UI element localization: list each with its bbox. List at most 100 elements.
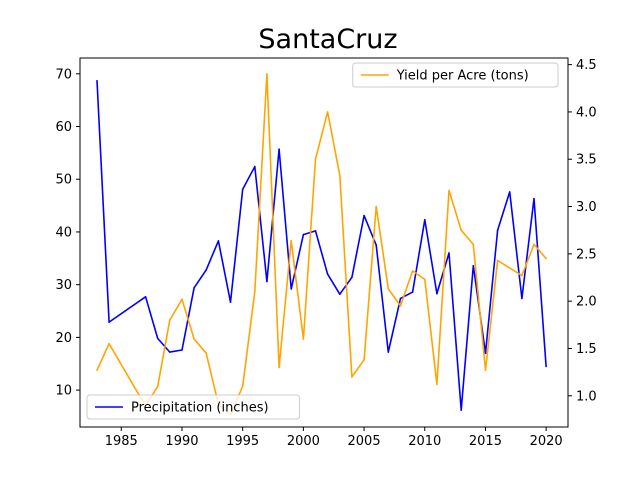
data-point-yield	[326, 111, 329, 113]
data-point-yield	[290, 239, 293, 242]
y-left-tick-label: 10	[55, 384, 72, 399]
y-left-tick-label: 20	[55, 331, 72, 346]
data-point-yield	[96, 369, 98, 372]
y-left-tick-label: 50	[55, 173, 72, 188]
data-point-precipitation	[217, 240, 220, 242]
data-point-precipitation	[181, 349, 183, 351]
data-point-precipitation	[484, 352, 487, 355]
legend-box	[86, 394, 301, 420]
data-point-yield	[278, 366, 280, 369]
data-point-yield	[339, 174, 341, 177]
data-point-precipitation	[472, 264, 475, 267]
data-point-yield	[169, 319, 171, 321]
data-point-precipitation	[205, 269, 207, 271]
x-tick-label: 2020	[530, 434, 563, 449]
data-point-yield	[254, 290, 256, 293]
data-point-precipitation	[387, 351, 390, 353]
data-point-precipitation	[411, 291, 414, 293]
data-point-yield	[399, 305, 402, 307]
data-point-yield	[436, 383, 438, 386]
data-point-precipitation	[448, 252, 450, 254]
y-right-tick-label: 3.0	[576, 200, 597, 215]
x-tick-label: 2000	[287, 434, 320, 449]
y-left-tick-label: 70	[55, 67, 72, 82]
data-point-yield	[521, 274, 523, 277]
legend-box	[352, 62, 559, 88]
data-point-precipitation	[193, 287, 195, 289]
y-right-tick-label: 4.0	[576, 105, 597, 120]
data-point-precipitation	[229, 301, 232, 303]
data-point-yield	[181, 298, 183, 301]
y-right-tick-label: 2.0	[576, 295, 597, 310]
data-point-precipitation	[314, 230, 317, 232]
data-point-yield	[448, 189, 450, 192]
plot-frame	[79, 57, 569, 428]
data-point-yield	[156, 385, 159, 388]
legends: Yield per Acre (tons) Precipitation (inch…	[86, 62, 559, 420]
data-point-yield	[533, 243, 535, 246]
y-right-tick-label: 3.5	[576, 153, 597, 168]
y-left-tick-label: 30	[55, 278, 72, 293]
data-point-precipitation	[496, 229, 499, 232]
data-point-precipitation	[533, 197, 535, 200]
x-tick-label: 1995	[226, 434, 259, 449]
x-tick-label: 2015	[469, 434, 502, 449]
legend-label: Yield per Acre (tons)	[396, 69, 529, 84]
data-point-yield	[508, 267, 511, 269]
data-point-yield	[545, 257, 547, 260]
data-point-yield	[375, 205, 378, 208]
data-point-precipitation	[351, 276, 353, 279]
data-point-precipitation	[424, 219, 426, 221]
data-point-precipitation	[156, 337, 159, 340]
data-point-precipitation	[144, 296, 147, 298]
data-point-precipitation	[302, 233, 305, 236]
legend-yield: Yield per Acre (tons)	[352, 62, 559, 88]
data-point-yield	[351, 376, 353, 378]
data-point-yield	[484, 369, 487, 372]
y-right-tick-label: 1.0	[576, 389, 597, 404]
y-left-tick-label: 40	[55, 225, 72, 240]
data-point-yield	[205, 352, 207, 355]
data-point-precipitation	[108, 321, 110, 323]
data-point-precipitation	[96, 79, 98, 82]
data-point-precipitation	[241, 188, 244, 191]
data-point-precipitation	[508, 191, 511, 193]
chart-title: SantaCruz	[258, 24, 397, 55]
data-point-yield	[314, 158, 317, 160]
series-line-yield	[96, 73, 547, 416]
data-point-yield	[472, 243, 475, 246]
data-point-precipitation	[545, 365, 547, 368]
data-point-yield	[411, 270, 414, 272]
legend-precipitation: Precipitation (inches)	[86, 394, 301, 420]
data-point-yield	[363, 359, 365, 361]
data-point-precipitation	[399, 297, 402, 300]
x-tick-label: 2005	[348, 434, 381, 449]
data-point-precipitation	[278, 148, 280, 150]
data-point-precipitation	[521, 297, 523, 300]
series-line-precipitation	[96, 80, 547, 411]
x-tick-label: 2010	[408, 434, 441, 449]
data-point-precipitation	[436, 292, 438, 295]
data-point-yield	[108, 342, 110, 345]
data-point-precipitation	[375, 244, 378, 246]
x-tick-label: 1990	[165, 434, 198, 449]
data-point-precipitation	[169, 351, 171, 353]
data-point-precipitation	[290, 288, 293, 290]
data-point-precipitation	[254, 165, 256, 168]
data-point-precipitation	[339, 293, 341, 296]
x-tick-label: 1985	[105, 434, 138, 449]
data-point-yield	[193, 338, 195, 340]
plot-area	[96, 73, 547, 416]
data-point-precipitation	[266, 280, 268, 283]
y-left-tick-label: 60	[55, 120, 72, 135]
y-right-tick-label: 2.5	[576, 247, 597, 262]
data-point-precipitation	[326, 273, 329, 275]
y-right-tick-label: 1.5	[576, 342, 597, 357]
data-point-precipitation	[460, 409, 463, 411]
y-right-tick-label: 4.5	[576, 58, 597, 73]
legend-label: Precipitation (inches)	[131, 401, 269, 416]
data-point-yield	[496, 259, 499, 262]
axes: 1985 1990 1995 2000 2005 2010 2015 2020 10 20 30 40…	[55, 58, 596, 449]
data-point-yield	[266, 73, 268, 75]
